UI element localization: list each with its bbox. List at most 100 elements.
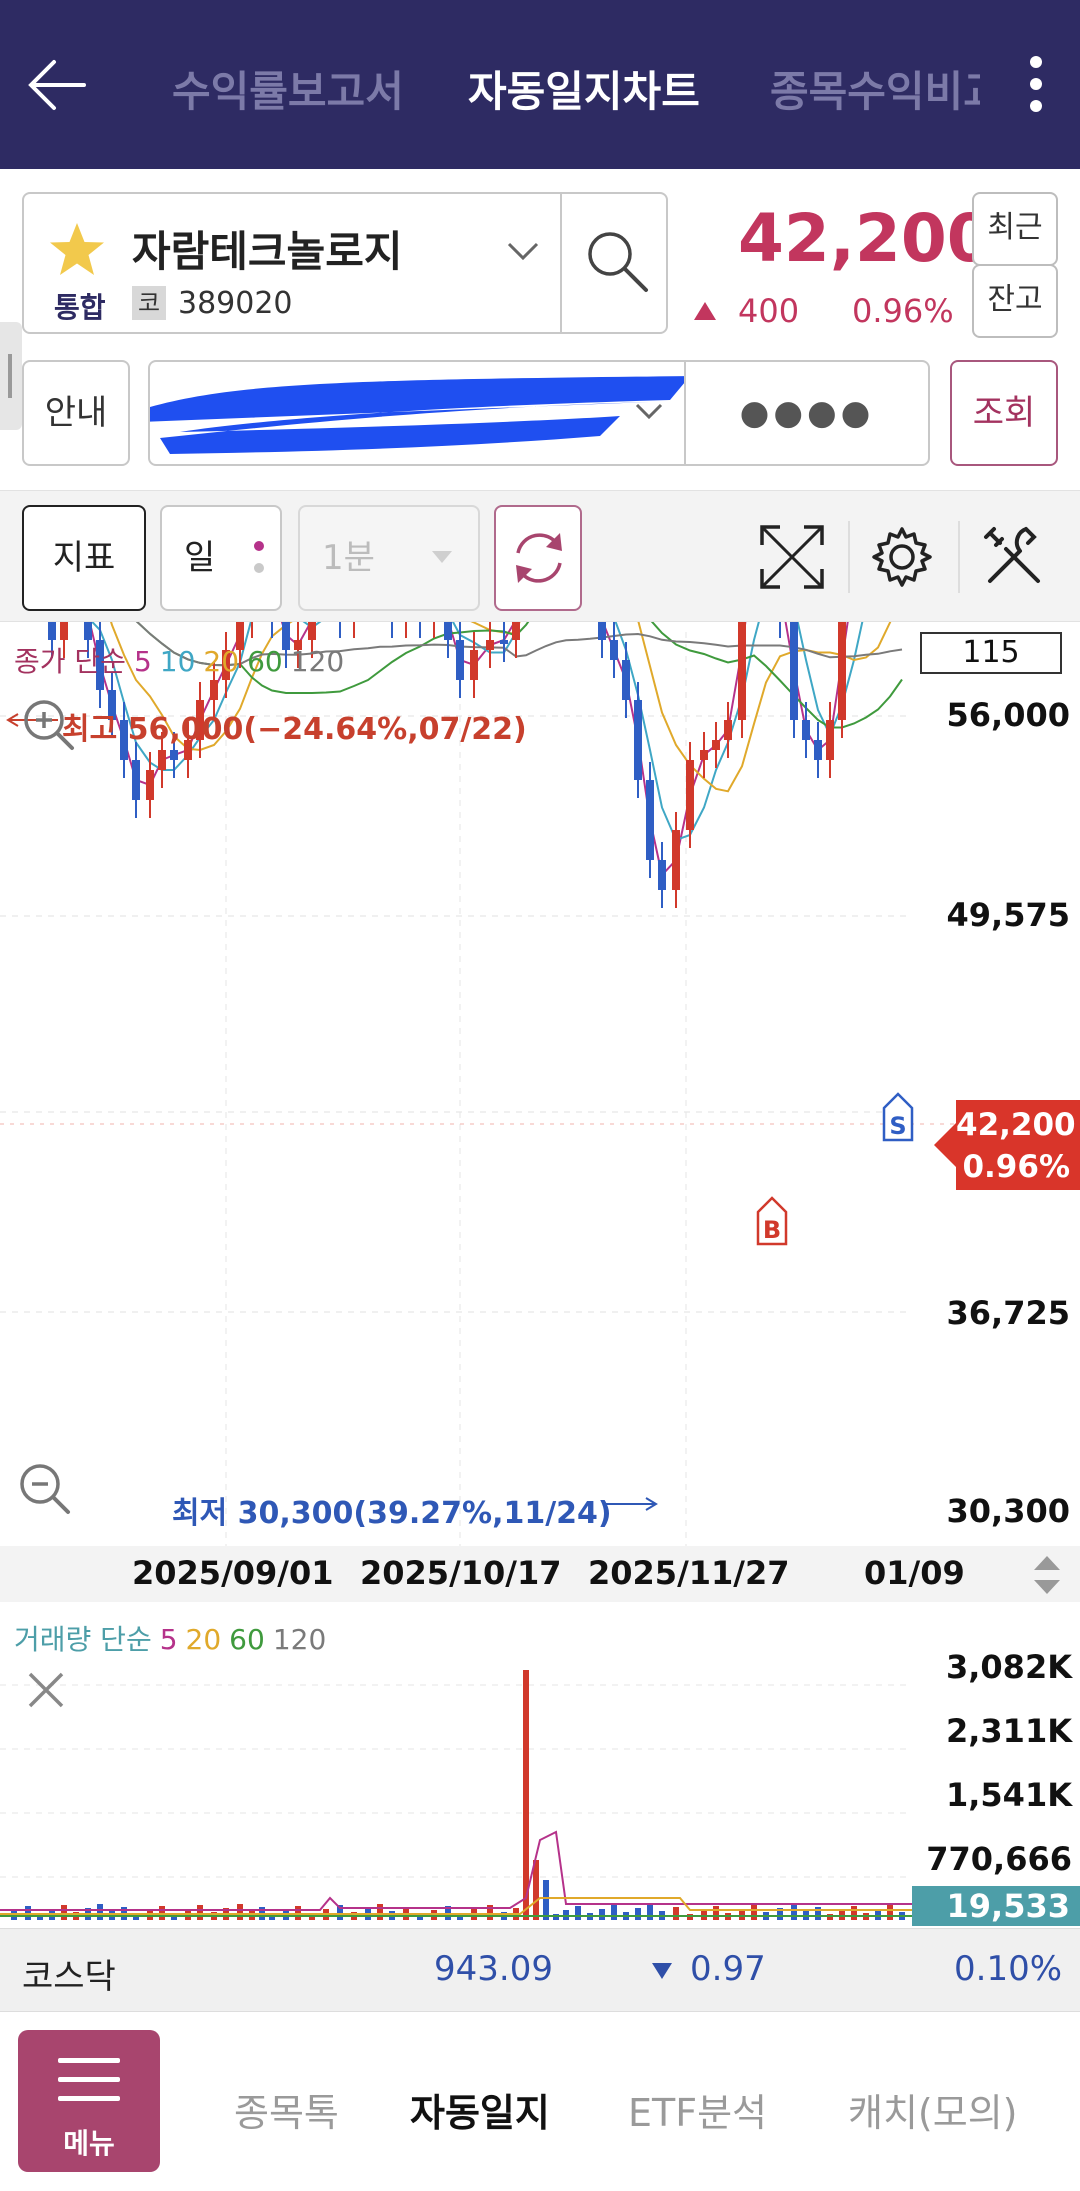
candle: [738, 580, 746, 720]
close-icon[interactable]: [22, 1666, 70, 1714]
nav-stock-talk[interactable]: 종목톡: [234, 2091, 339, 2135]
legend-label: 종가 단순: [14, 645, 126, 678]
indicator-button[interactable]: 지표: [22, 505, 146, 611]
date-tick: 01/09: [864, 1554, 965, 1592]
lookup-button[interactable]: 조회: [950, 360, 1058, 466]
minute-label: 1분: [322, 538, 375, 578]
tab-auto-journal-chart[interactable]: 자동일지차트: [468, 67, 700, 116]
volume-bar: [487, 1905, 493, 1920]
volume-bar: [377, 1904, 383, 1920]
volume-tick: 1,541K: [945, 1776, 1072, 1814]
resize-arrows-icon[interactable]: [1030, 1554, 1064, 1596]
market-index-bar[interactable]: 코스닥 943.09 0.97 0.10%: [0, 1928, 1080, 2012]
nav-etf-analysis[interactable]: ETF분석: [628, 2091, 767, 2135]
password-field[interactable]: ●●●●: [739, 393, 875, 433]
signal-marker: B: [756, 1196, 788, 1246]
volume-bar: [647, 1904, 653, 1920]
chevron-down-icon[interactable]: [506, 240, 540, 262]
side-drawer-handle[interactable]: [0, 322, 22, 430]
market-badge: 통합: [54, 291, 106, 324]
menu-label: 메뉴: [63, 2127, 115, 2160]
price-chart-area[interactable]: BBS: [0, 232, 1080, 1546]
candle: [308, 600, 316, 640]
tab-stock-profit-compare[interactable]: 종목수익비교: [770, 67, 980, 116]
candle: [84, 590, 92, 640]
bottom-navigation: 메뉴 종목톡 자동일지 ETF분석 캐치(모의): [0, 2012, 1080, 2191]
price-candlestick-chart[interactable]: BBS: [0, 232, 1080, 1546]
candle: [210, 680, 218, 700]
account-select[interactable]: [150, 362, 684, 464]
caret-down-icon: [432, 551, 452, 563]
more-menu-icon[interactable]: [1018, 50, 1054, 122]
candle: [486, 640, 494, 650]
volume-bar: [673, 1907, 679, 1920]
recent-button[interactable]: 최근: [972, 192, 1058, 266]
fullscreen-icon[interactable]: [754, 519, 830, 595]
search-icon[interactable]: [580, 224, 654, 298]
price-ma-legend[interactable]: 종가 단순 5 10 20 60 120: [14, 640, 352, 680]
candle: [712, 740, 720, 750]
nav-auto-journal[interactable]: 자동일지: [410, 2091, 550, 2135]
volume-ma-legend[interactable]: 거래량 단순 5 20 60 120: [14, 1618, 334, 1658]
back-arrow-icon[interactable]: [22, 50, 92, 120]
period-button[interactable]: 일: [160, 505, 282, 611]
index-name: 코스닥: [22, 1957, 116, 1997]
candle: [500, 640, 508, 644]
minute-select[interactable]: 1분: [298, 505, 480, 611]
volume-bar: [635, 1908, 641, 1920]
balance-button[interactable]: 잔고: [972, 264, 1058, 338]
signal-marker-label: B: [763, 1216, 781, 1244]
chart-toolbar: 지표 일 1분: [0, 490, 1080, 622]
menu-button[interactable]: 메뉴: [18, 2030, 160, 2172]
price-tick: 49,575: [946, 896, 1070, 934]
candle: [622, 660, 630, 700]
zoom-out-icon[interactable]: [14, 1458, 74, 1518]
nav-catch-mock[interactable]: 캐치(모의): [848, 2091, 1018, 2135]
candle: [672, 830, 680, 890]
info-button[interactable]: 안내: [22, 360, 130, 466]
divider: [684, 362, 686, 464]
volume-bar: [599, 1909, 605, 1920]
candle: [470, 650, 478, 680]
settings-gear-icon[interactable]: [864, 519, 940, 595]
signal-marker-shape: [756, 1196, 788, 1246]
candle: [802, 720, 810, 740]
favorite-star-icon[interactable]: [46, 220, 108, 282]
stock-code: 389020: [178, 286, 293, 321]
refresh-button[interactable]: [494, 505, 582, 611]
stock-selector[interactable]: 자람테크놀로지 통합 코 389020: [22, 192, 668, 334]
current-price-tag-rate: 0.96%: [962, 1149, 1070, 1185]
candle: [158, 750, 166, 770]
volume-chart-area[interactable]: [0, 1602, 1080, 1928]
candle: [222, 650, 230, 680]
chevron-down-icon[interactable]: [634, 402, 664, 420]
volume-bar-chart[interactable]: [0, 1602, 1080, 1928]
hamburger-icon: [58, 2058, 120, 2102]
volume-bar: [237, 1904, 243, 1920]
volume-bar: [523, 1670, 529, 1920]
volume-bar: [337, 1905, 343, 1920]
volume-bar: [611, 1905, 617, 1920]
zoom-in-icon[interactable]: [18, 694, 78, 754]
volume-bar: [875, 1909, 881, 1920]
candle: [598, 600, 606, 640]
volume-bar: [887, 1905, 893, 1920]
tab-profit-report[interactable]: 수익률보고서: [172, 67, 404, 116]
candle: [184, 740, 192, 760]
low-price-marker: 최저 30,300(39.27%,11/24): [172, 1496, 612, 1531]
divider: [958, 521, 960, 593]
candle: [686, 760, 694, 830]
volume-ma-line: [0, 1897, 912, 1915]
legend-vma-20: 20: [185, 1623, 222, 1656]
account-field[interactable]: ●●●●: [148, 360, 930, 466]
candle: [96, 640, 104, 690]
legend-ma-120: 120: [290, 645, 345, 678]
date-axis[interactable]: 2025/09/01 2025/10/17 2025/11/27 01/09: [0, 1546, 1080, 1602]
legend-vma-120: 120: [272, 1623, 327, 1656]
visible-candle-count[interactable]: 115: [920, 632, 1062, 674]
tools-wrench-icon[interactable]: [976, 519, 1052, 595]
high-price-marker: 최고 56,000(−24.64%,07/22): [62, 712, 527, 747]
candle: [60, 600, 68, 640]
volume-bar: [751, 1905, 757, 1920]
legend-ma-60: 60: [247, 645, 283, 678]
